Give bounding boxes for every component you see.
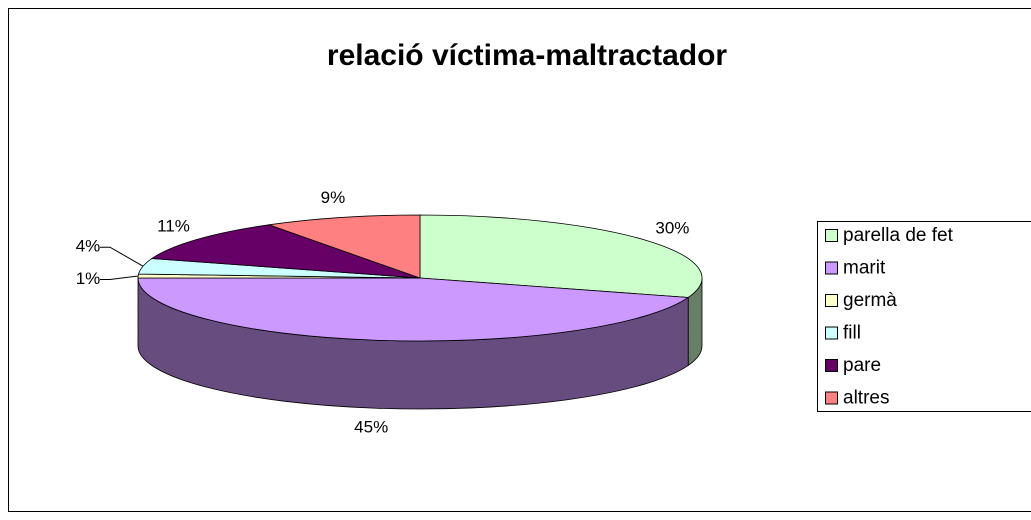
legend-label: fill — [843, 323, 861, 344]
legend-swatch — [825, 359, 838, 372]
data-label: 4% — [76, 237, 101, 256]
data-label: 45% — [354, 417, 388, 436]
legend-swatch — [825, 261, 838, 275]
legend-swatch — [825, 229, 838, 242]
legend-swatch — [825, 326, 838, 340]
data-label: 9% — [321, 188, 346, 207]
data-label: 1% — [76, 269, 101, 288]
pie-slice — [268, 214, 421, 279]
legend-label: germà — [843, 290, 897, 311]
pie-slice — [419, 214, 703, 298]
legend-label: parella de fet — [843, 225, 954, 246]
data-label: 11% — [157, 217, 190, 236]
legend-swatch — [825, 294, 838, 307]
leader-line — [100, 275, 139, 281]
legend — [817, 221, 1031, 412]
legend-swatch — [825, 391, 838, 405]
chart-title: relació víctima-maltractador — [327, 39, 727, 72]
legend-label: pare — [843, 355, 881, 376]
pie-slice — [137, 277, 690, 342]
pie-slice — [150, 224, 421, 279]
leader-line — [100, 246, 144, 267]
legend-label: altres — [843, 388, 889, 409]
data-label: 30% — [655, 219, 689, 238]
legend-label: marit — [843, 258, 886, 279]
